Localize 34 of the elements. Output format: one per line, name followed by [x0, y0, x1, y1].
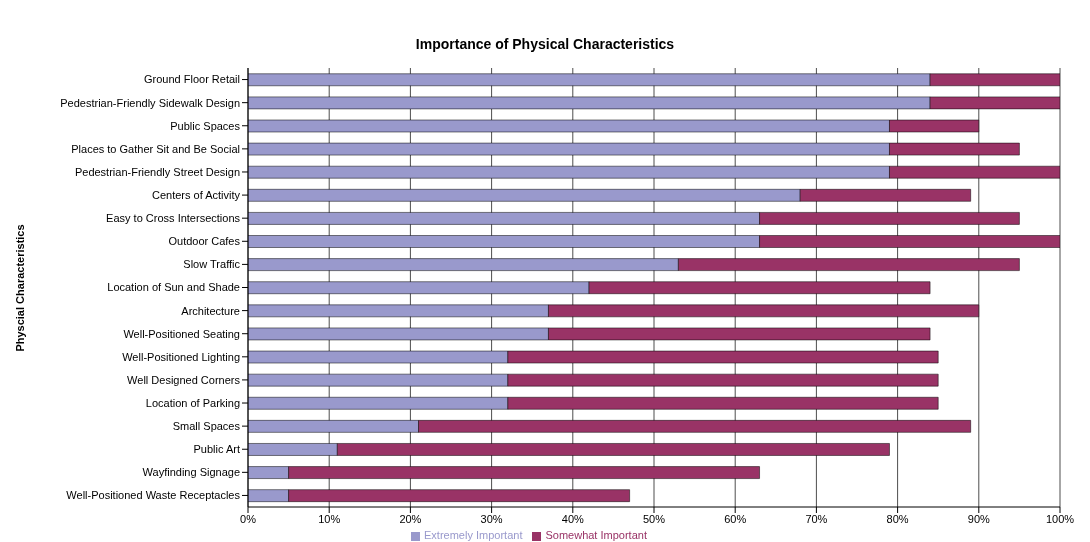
x-tick-label: 20% [399, 512, 422, 525]
y-tick-label: Small Spaces [172, 420, 241, 433]
y-tick-label: Ground Floor Retail [144, 73, 240, 86]
x-tick-label: 50% [642, 512, 666, 525]
y-tick-label: Centers of Activity [151, 188, 241, 201]
x-tick-label: 70% [805, 512, 828, 525]
y-tick-label: Slow Traffic [183, 258, 241, 271]
x-tick-label: 0% [240, 512, 257, 525]
y-axis-title: Physcial Characteristics [14, 224, 26, 352]
y-tick-label: Well Designed Corners [127, 373, 241, 386]
y-tick-label: Easy to Cross Intersections [106, 212, 241, 225]
y-tick-label: Well-Positioned Lighting [122, 350, 240, 363]
legend-label: Extremely Important [424, 529, 523, 541]
y-tick-label: Well-Positioned Seating [123, 327, 240, 340]
x-tick-label: 30% [480, 512, 503, 525]
chart-title: Importance of Physical Characteristics [414, 36, 676, 52]
y-tick-label: Outdoor Cafes [168, 235, 241, 248]
x-tick-label: 60% [724, 512, 747, 525]
y-tick-label: Well-Positioned Waste Receptacles [66, 489, 241, 502]
x-tick-label: 100% [1045, 512, 1075, 525]
y-tick-label: Location of Parking [145, 396, 240, 409]
y-tick-label: Pedestrian-Friendly Street Design [74, 165, 240, 178]
y-tick-label: Architecture [181, 304, 240, 317]
x-tick-label: 90% [967, 512, 991, 525]
x-tick-label: 10% [318, 512, 341, 525]
y-tick-label: Public Art [193, 443, 240, 456]
y-tick-label: Places to Gather Sit and Be Social [71, 142, 240, 155]
x-tick-label: 40% [561, 512, 585, 525]
y-tick-label: Location of Sun and Shade [107, 281, 240, 294]
legend-label: Somewhat Important [545, 529, 647, 541]
y-tick-label: Wayfinding Signage [142, 466, 240, 479]
x-tick-label: 80% [886, 512, 909, 525]
y-tick-label: Pedestrian-Friendly Sidewalk Design [60, 96, 240, 109]
y-tick-label: Public Spaces [170, 119, 241, 132]
